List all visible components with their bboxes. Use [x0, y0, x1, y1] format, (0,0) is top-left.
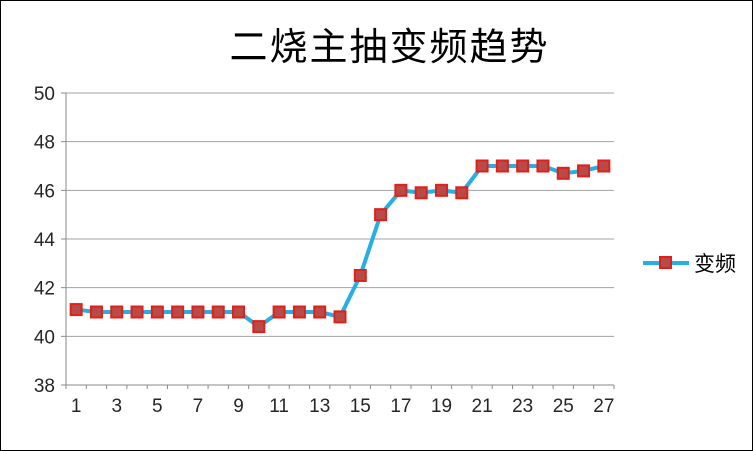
- x-axis-label: 19: [431, 396, 452, 417]
- x-axis-label: 11: [269, 396, 289, 417]
- data-point-marker: [110, 305, 124, 319]
- data-point-marker: [536, 159, 550, 173]
- x-axis-label: 23: [512, 396, 533, 417]
- y-axis-label: 50: [34, 84, 55, 105]
- legend-series-label: 变频: [694, 252, 736, 276]
- data-point-marker: [475, 159, 489, 173]
- x-axis-label: 25: [553, 396, 574, 417]
- data-point-marker: [394, 183, 408, 197]
- y-axis-label: 42: [34, 279, 55, 300]
- data-point-marker: [374, 208, 388, 222]
- data-point-marker: [434, 183, 448, 197]
- y-axis-label: 48: [34, 133, 55, 154]
- x-axis-label: 5: [152, 396, 163, 417]
- data-point-marker: [89, 305, 103, 319]
- data-point-marker: [353, 269, 367, 282]
- y-axis-label: 40: [34, 327, 55, 348]
- data-point-marker: [252, 320, 266, 334]
- data-point-marker: [495, 159, 509, 173]
- data-point-marker: [313, 305, 327, 319]
- x-axis-label: 21: [472, 396, 493, 417]
- data-point-marker: [516, 159, 530, 173]
- x-axis-label: 9: [233, 396, 244, 417]
- data-point-marker: [232, 305, 246, 319]
- data-point-marker: [292, 305, 306, 319]
- legend: 变频: [643, 248, 736, 278]
- x-axis-label: 15: [350, 396, 371, 417]
- y-axis-label: 46: [34, 181, 55, 202]
- x-axis-label: 3: [111, 396, 122, 417]
- data-point-marker: [577, 164, 591, 178]
- y-axis-label: 44: [34, 230, 56, 251]
- data-point-marker: [556, 166, 570, 180]
- y-axis-label: 38: [34, 376, 55, 397]
- data-point-marker: [414, 186, 428, 200]
- x-axis-label: 7: [193, 396, 204, 417]
- data-point-marker: [333, 310, 347, 324]
- data-point-marker: [69, 303, 83, 317]
- data-point-marker: [272, 305, 286, 319]
- data-point-marker: [171, 305, 185, 319]
- legend-marker-icon: [659, 256, 672, 269]
- x-axis-label: 1: [71, 396, 82, 417]
- data-point-marker: [191, 305, 205, 319]
- chart-title: 二烧主抽变频趋势: [229, 25, 550, 69]
- x-axis-label: 27: [593, 396, 614, 417]
- data-point-marker: [211, 305, 225, 319]
- legend-series-key-icon: [643, 256, 689, 270]
- data-point-marker: [597, 159, 611, 173]
- x-axis-label: 13: [309, 396, 330, 417]
- data-point-marker: [455, 186, 469, 200]
- data-point-marker: [150, 305, 164, 319]
- x-axis-label: 17: [390, 396, 411, 417]
- data-point-marker: [130, 305, 144, 319]
